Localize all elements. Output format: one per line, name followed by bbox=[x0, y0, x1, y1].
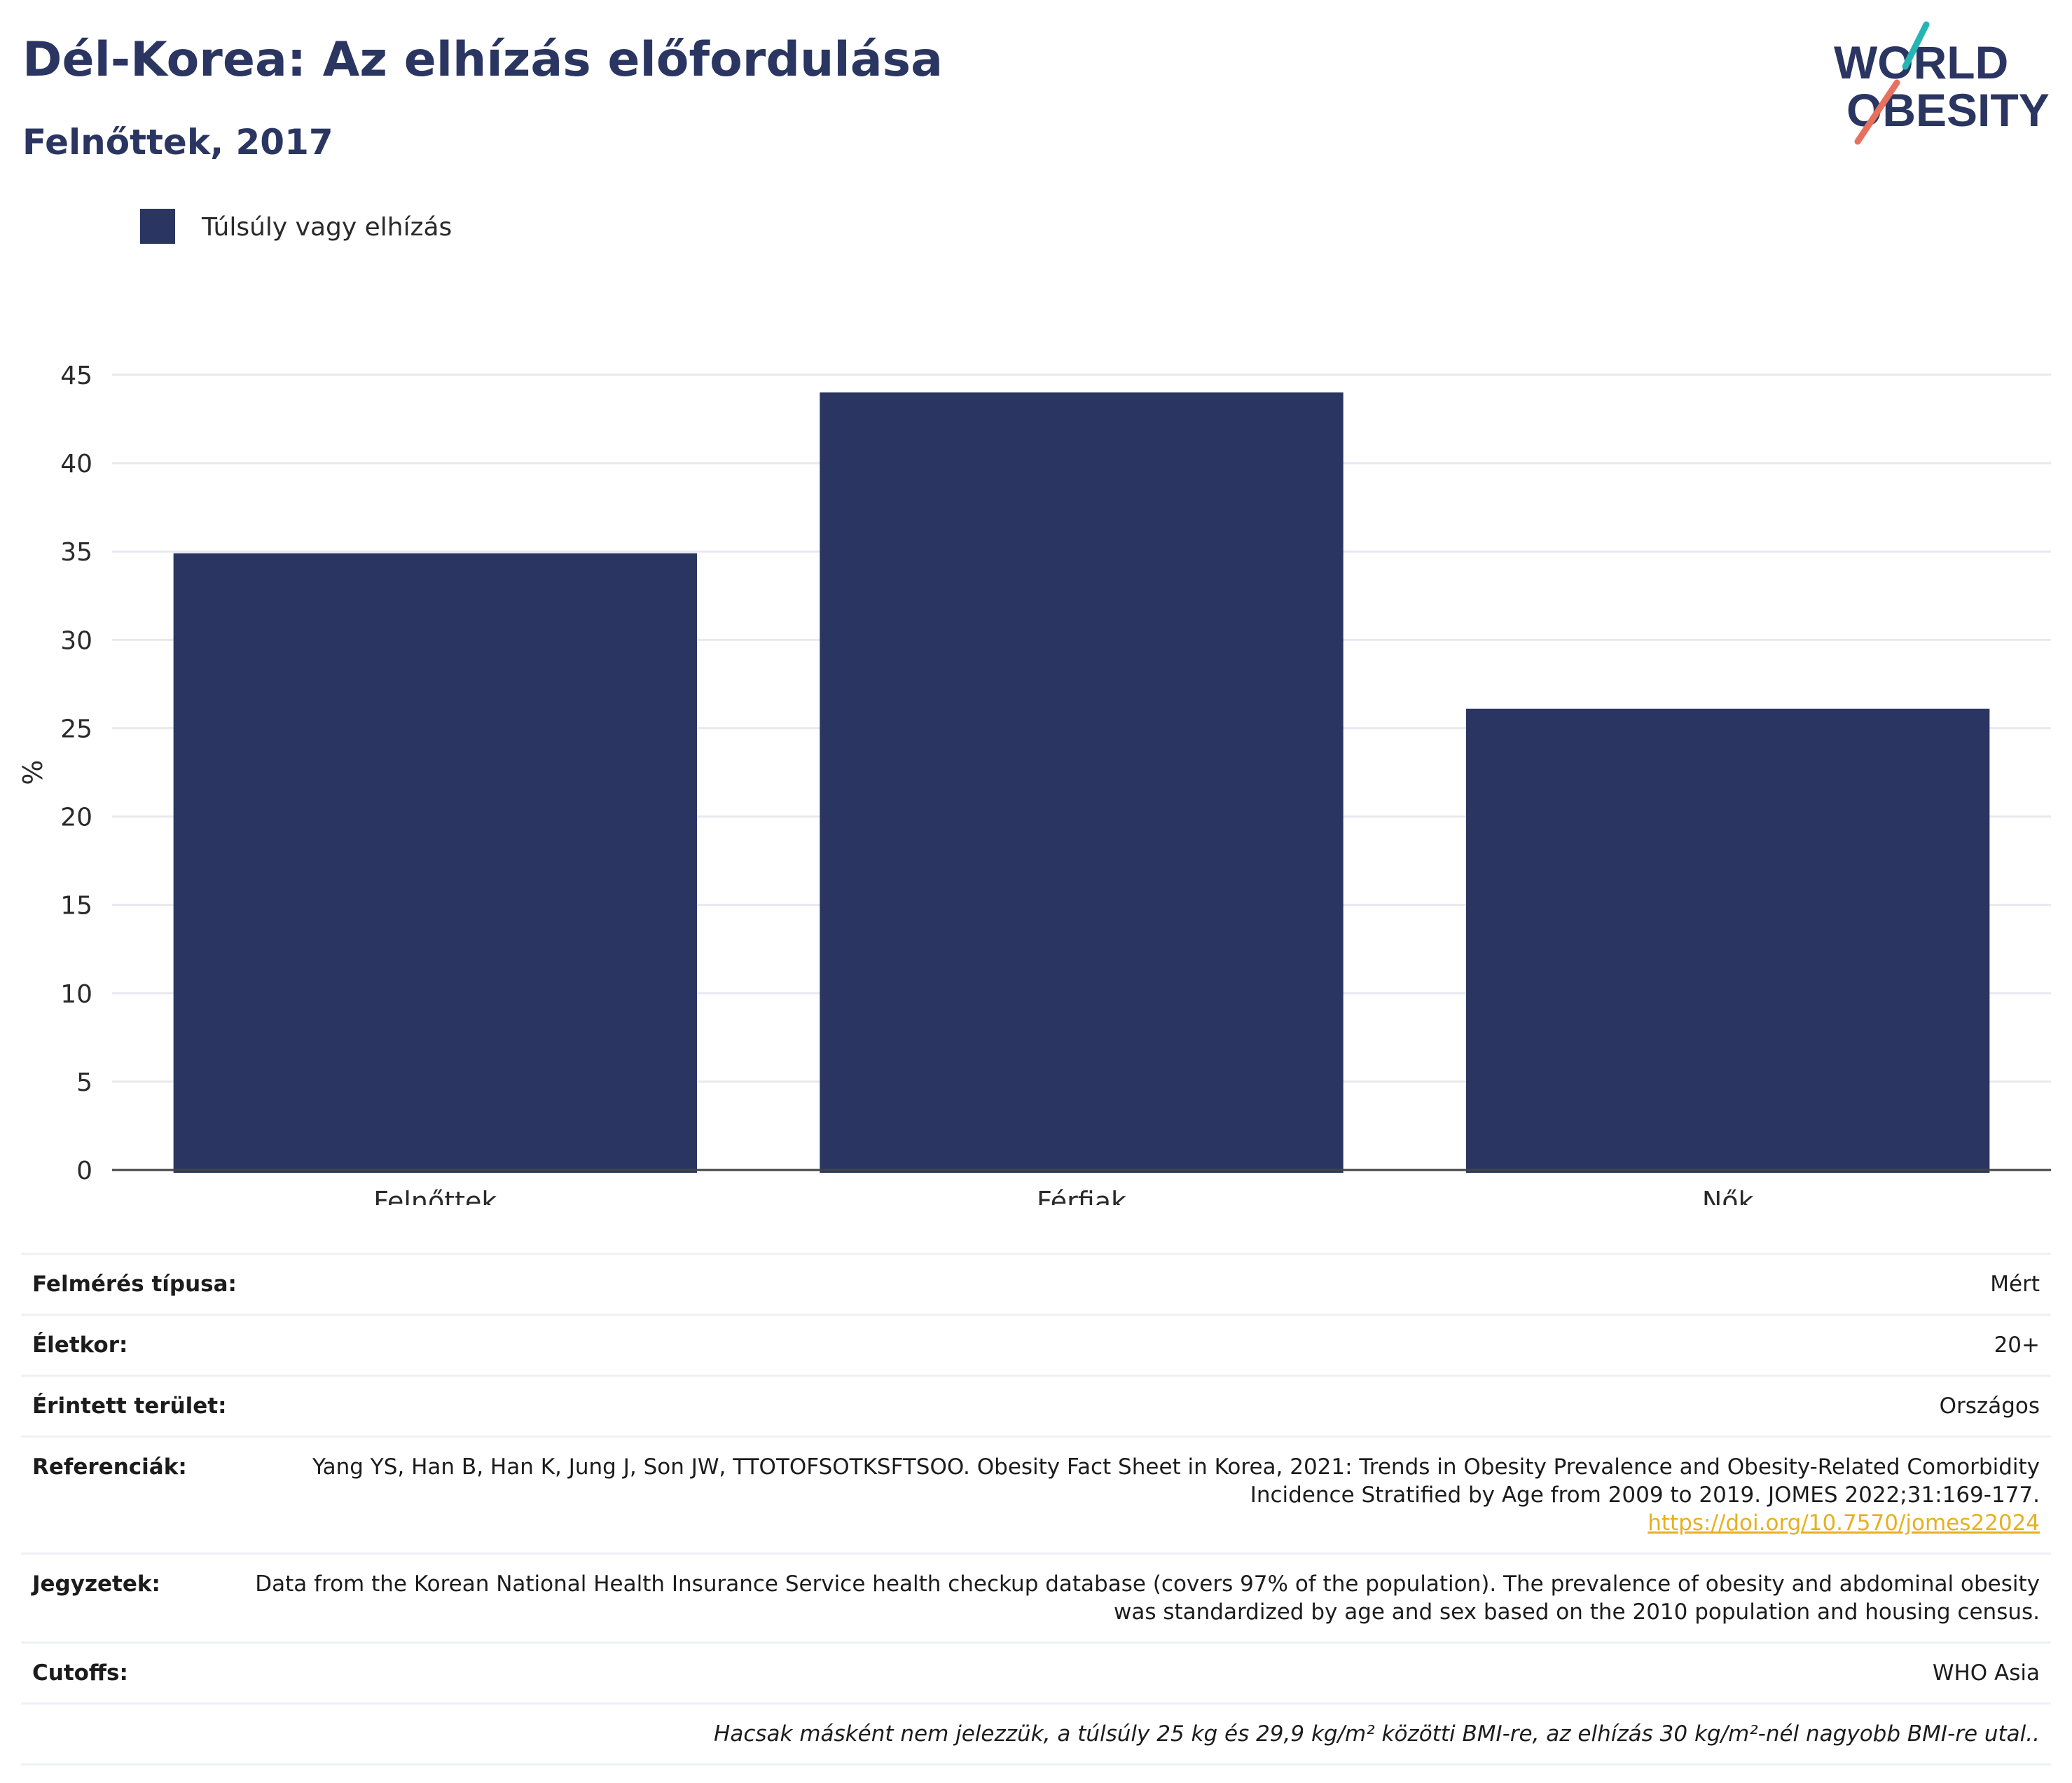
meta-label: Jegyzetek: bbox=[32, 1571, 160, 1597]
bars bbox=[173, 392, 1990, 1173]
meta-value-text: Országos bbox=[1939, 1393, 2040, 1419]
meta-value-text: Data from the Korean National Health Ins… bbox=[255, 1571, 2040, 1625]
meta-value-text: Mért bbox=[1990, 1272, 2040, 1297]
y-tick-label: 45 bbox=[60, 362, 92, 390]
meta-label: Cutoffs: bbox=[32, 1660, 128, 1686]
meta-value: Data from the Korean National Health Ins… bbox=[160, 1570, 2040, 1626]
meta-label: Érintett terület: bbox=[32, 1393, 227, 1419]
legend-label: Túlsúly vagy elhízás bbox=[201, 213, 452, 242]
logo-slash-teal bbox=[1902, 21, 1930, 70]
meta-label: Felmérés típusa: bbox=[32, 1272, 237, 1297]
chart-title: Dél-Korea: Az elhízás előfordulása bbox=[22, 32, 943, 88]
footnote: Hacsak másként nem jelezzük, a túlsúly 2… bbox=[21, 1702, 2051, 1765]
meta-row: Felmérés típusa: Mért bbox=[21, 1253, 2051, 1314]
y-tick-label: 40 bbox=[60, 450, 92, 479]
x-tick-label: Felnőttek bbox=[373, 1186, 497, 1205]
meta-row: Érintett terület: Országos bbox=[21, 1375, 2051, 1436]
y-tick-label: 30 bbox=[60, 626, 92, 655]
y-tick-label: 15 bbox=[60, 892, 92, 921]
y-tick-label: 5 bbox=[76, 1068, 92, 1097]
bar-chart: Túlsúly vagy elhízás 051015202530354045 … bbox=[18, 209, 2051, 1205]
y-tick-label: 35 bbox=[60, 538, 92, 567]
bar bbox=[1465, 708, 1990, 1173]
meta-value-text: 20+ bbox=[1994, 1333, 2040, 1358]
x-axis-ticks: Felnőttek Férfiak Nők bbox=[373, 1186, 1753, 1205]
logo-slash-coral bbox=[1854, 79, 1900, 145]
meta-value: WHO Asia bbox=[128, 1659, 2040, 1687]
x-tick-label: Férfiak bbox=[1037, 1186, 1126, 1205]
legend-swatch bbox=[140, 209, 175, 244]
y-axis-ticks: 0 5 10 15 20 25 30 35 40 45 bbox=[60, 362, 92, 1185]
world-obesity-logo: WORLD OBESITY bbox=[1834, 21, 2050, 145]
meta-value-text: Yang YS, Han B, Han K, Jung J, Son JW, T… bbox=[312, 1454, 2040, 1508]
bar bbox=[173, 553, 698, 1173]
y-tick-label: 0 bbox=[76, 1157, 92, 1185]
meta-value: Mért bbox=[237, 1270, 2040, 1298]
meta-value: Yang YS, Han B, Han K, Jung J, Son JW, T… bbox=[187, 1453, 2040, 1537]
metadata-table: Felmérés típusa: Mért Életkor: 20+ Érintett … bbox=[21, 1253, 2051, 1765]
bar bbox=[820, 392, 1344, 1173]
meta-row: Cutoffs: WHO Asia bbox=[21, 1641, 2051, 1702]
meta-value: 20+ bbox=[127, 1331, 2040, 1359]
reference-link[interactable]: https://doi.org/10.7570/jomes22024 bbox=[1648, 1510, 2040, 1536]
y-axis-label: % bbox=[18, 759, 48, 785]
meta-value: Országos bbox=[227, 1392, 2040, 1420]
x-tick-label: Nők bbox=[1702, 1186, 1754, 1205]
y-tick-label: 10 bbox=[60, 980, 92, 1009]
y-tick-label: 20 bbox=[60, 804, 92, 832]
meta-value-text: WHO Asia bbox=[1932, 1660, 2040, 1686]
chart-legend: Túlsúly vagy elhízás bbox=[140, 209, 452, 244]
chart-subtitle: Felnőttek, 2017 bbox=[22, 122, 333, 163]
meta-label: Életkor: bbox=[32, 1333, 128, 1358]
meta-row: Referenciák: Yang YS, Han B, Han K, Jung … bbox=[21, 1436, 2051, 1553]
meta-row: Jegyzetek: Data from the Korean National … bbox=[21, 1553, 2051, 1641]
meta-label: Referenciák: bbox=[32, 1454, 187, 1480]
logo-line1: WORLD bbox=[1834, 36, 2008, 88]
y-tick-label: 25 bbox=[60, 715, 92, 743]
meta-row: Életkor: 20+ bbox=[21, 1314, 2051, 1375]
